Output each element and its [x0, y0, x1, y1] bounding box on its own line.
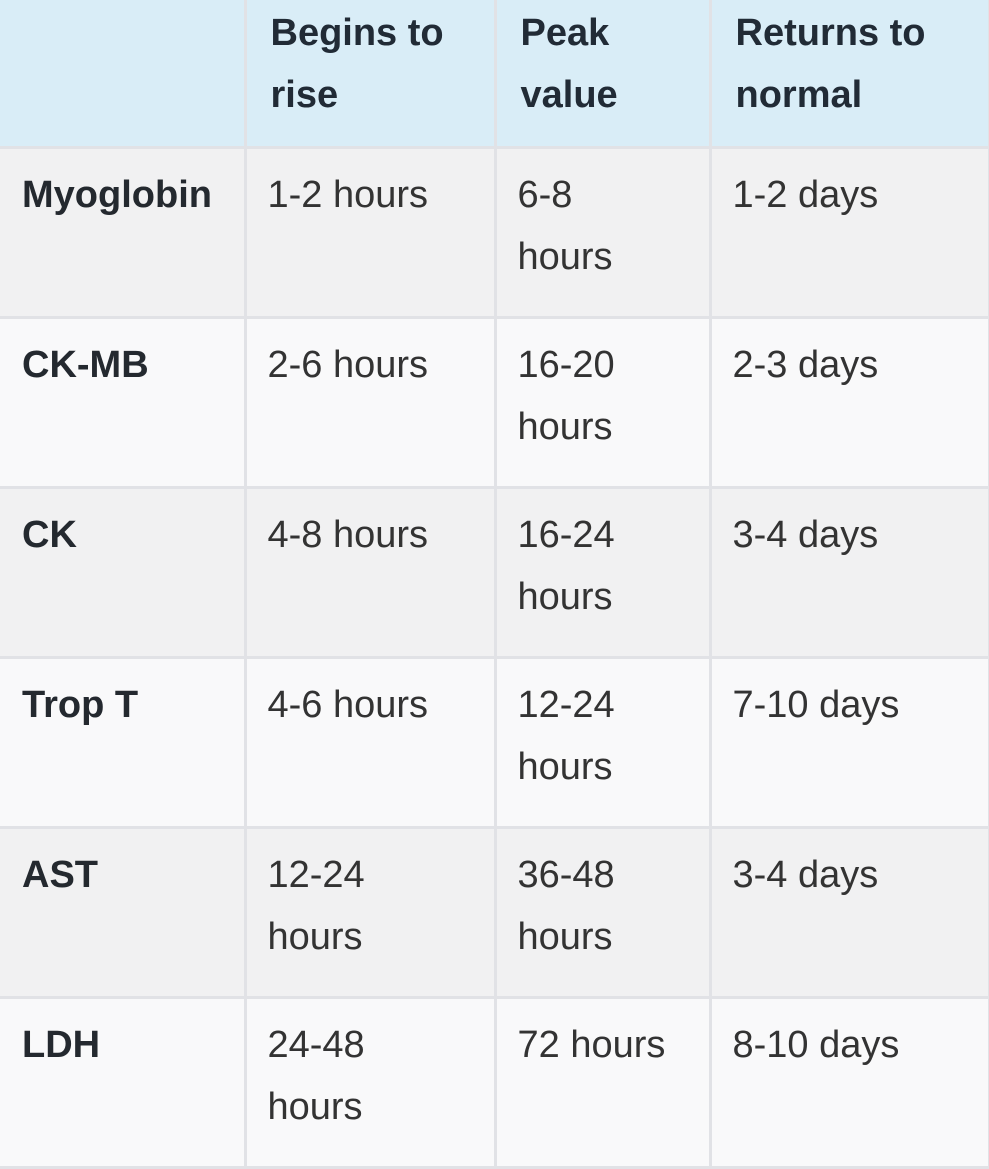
cell-ldh-returns: 8-10 days [710, 997, 989, 1169]
row-label-myoglobin: Myoglobin [0, 147, 247, 319]
cell-ck-begins: 4-8 hours [245, 487, 497, 659]
header-cell-begins-to-rise: Begins to rise [245, 0, 497, 149]
table-row-ckmb: CK-MB 2-6 hours 16-20 hours 2-3 days [0, 317, 989, 489]
cell-tropt-returns: 7-10 days [710, 657, 989, 829]
row-label-ck: CK [0, 487, 247, 659]
cell-tropt-begins: 4-6 hours [245, 657, 497, 829]
cell-ck-returns: 3-4 days [710, 487, 989, 659]
cell-ckmb-peak: 16-20 hours [495, 317, 712, 489]
header-cell-peak-value: Peak value [495, 0, 712, 149]
row-label-ast: AST [0, 827, 247, 999]
row-label-tropt: Trop T [0, 657, 247, 829]
table-row-myoglobin: Myoglobin 1-2 hours 6-8 hours 1-2 days [0, 147, 989, 319]
row-label-ldh: LDH [0, 997, 247, 1169]
cell-myoglobin-peak: 6-8 hours [495, 147, 712, 319]
table-row-ck: CK 4-8 hours 16-24 hours 3-4 days [0, 487, 989, 659]
table-row-tropt: Trop T 4-6 hours 12-24 hours 7-10 days [0, 657, 989, 829]
cell-tropt-peak: 12-24 hours [495, 657, 712, 829]
cell-ckmb-returns: 2-3 days [710, 317, 989, 489]
cell-myoglobin-begins: 1-2 hours [245, 147, 497, 319]
cell-ckmb-begins: 2-6 hours [245, 317, 497, 489]
header-cell-marker [0, 0, 247, 149]
row-label-ckmb: CK-MB [0, 317, 247, 489]
table-row-ast: AST 12-24 hours 36-48 hours 3-4 days [0, 827, 989, 999]
table-row-ldh: LDH 24-48 hours 72 hours 8-10 days [0, 997, 989, 1169]
cell-ck-peak: 16-24 hours [495, 487, 712, 659]
cell-myoglobin-returns: 1-2 days [710, 147, 989, 319]
header-cell-returns-to-normal: Returns to normal [710, 0, 989, 149]
header-row: Begins to rise Peak value Returns to nor… [0, 0, 989, 149]
cell-ldh-begins: 24-48 hours [245, 997, 497, 1169]
cell-ast-returns: 3-4 days [710, 827, 989, 999]
cell-ast-begins: 12-24 hours [245, 827, 497, 999]
cell-ast-peak: 36-48 hours [495, 827, 712, 999]
cell-ldh-peak: 72 hours [495, 997, 712, 1169]
